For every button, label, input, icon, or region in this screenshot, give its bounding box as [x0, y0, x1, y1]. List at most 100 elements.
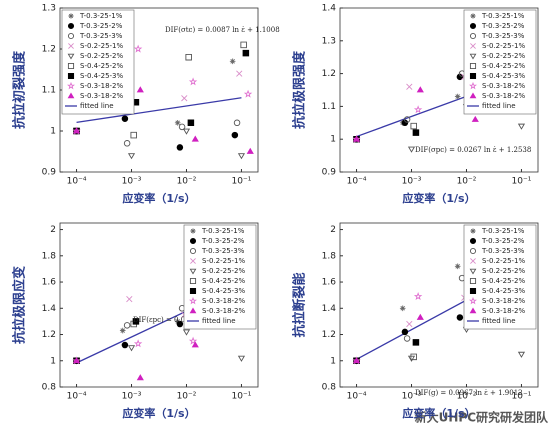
marker [401, 119, 409, 126]
x-tick-label: 10⁻³ [122, 392, 142, 402]
y-tick-label: 1.6 [322, 278, 337, 288]
marker [68, 13, 74, 19]
annotation: DIF(σtc) = 0.0087 ln ε̇ + 1.1008 [165, 26, 280, 34]
marker [67, 33, 75, 39]
y-tick-label: 1 [330, 356, 336, 366]
marker [406, 83, 413, 90]
marker [403, 335, 411, 342]
legend-label: S-0.2-25-1% [482, 42, 526, 50]
x-tick-label: 10⁻² [457, 177, 477, 187]
legend-box [463, 9, 537, 115]
marker [185, 53, 192, 61]
legend-label: S-0.2-25-1% [482, 257, 526, 265]
x-tick-label: 10⁻⁴ [347, 392, 367, 402]
marker [407, 146, 416, 153]
y-tick-label: 1.2 [322, 330, 336, 340]
marker [188, 77, 198, 86]
legend-label: T-0.3-25-2% [201, 237, 245, 245]
marker [352, 135, 361, 142]
marker [189, 307, 197, 314]
legend-label: S-0.2-25-2% [482, 52, 526, 60]
x-tick-label: 10⁻⁴ [347, 177, 367, 187]
marker [469, 53, 477, 60]
x-axis-label: 应变率（1/s） [402, 406, 475, 420]
x-tick-label: 10⁻¹ [232, 177, 252, 187]
x-axis-label: 应变率（1/s） [122, 406, 195, 420]
marker [233, 119, 241, 126]
marker [67, 23, 75, 29]
marker [412, 339, 420, 346]
legend-label: T-0.3-25-2% [79, 22, 123, 30]
marker [469, 248, 477, 254]
marker [401, 328, 409, 336]
y-tick-label: 1.4 [322, 4, 337, 14]
legend-label: T-0.3-25-1% [201, 227, 245, 235]
marker [469, 72, 477, 80]
y-tick-label: 1.1 [42, 86, 56, 96]
marker [67, 53, 75, 60]
x-tick-label: 10⁻¹ [512, 177, 532, 187]
legend-box [463, 224, 537, 330]
x-tick-label: 10⁻¹ [232, 392, 252, 402]
legend-label: T-0.3-25-1% [481, 227, 525, 235]
marker [410, 353, 417, 361]
marker [67, 72, 75, 80]
marker [121, 341, 129, 349]
y-tick-label: 0.9 [322, 168, 337, 178]
marker [72, 357, 81, 364]
legend-label: S-0.4-25-2% [80, 62, 124, 70]
marker [126, 295, 133, 303]
marker [406, 320, 413, 328]
marker [67, 81, 75, 90]
marker [469, 296, 477, 305]
marker [130, 131, 137, 139]
legend-label: S-0.3-18-2% [482, 82, 526, 90]
x-tick-label: 10⁻³ [402, 177, 422, 187]
legend-label: S-0.2-25-2% [482, 267, 526, 275]
marker [182, 128, 191, 135]
watermark: 新大UHPC研究研发团队 [415, 410, 549, 425]
x-tick-label: 10⁻¹ [512, 392, 532, 402]
y-tick-label: 1.4 [322, 304, 337, 314]
marker [416, 86, 424, 93]
legend-label: S-0.4-25-2% [482, 62, 526, 70]
marker [191, 135, 199, 142]
marker [240, 41, 247, 49]
fitted-line [76, 97, 242, 124]
y-tick-label: 1 [330, 135, 336, 145]
marker [132, 318, 140, 325]
subplot: 0.8 1 1.2 1.4 1.6 1.8 2 10⁻⁴ 10⁻³ 10⁻² 10⁻¹ 应变率（1/s… [12, 222, 259, 420]
marker [190, 228, 196, 234]
y-tick-label: 1.8 [42, 251, 57, 261]
marker [229, 58, 236, 65]
marker [236, 70, 243, 77]
y-axis-label: 抗拉极限强度 [292, 50, 308, 129]
x-tick-label: 10⁻² [177, 392, 197, 402]
y-tick-label: 2 [50, 225, 56, 235]
legend-label: S-0.4-25-2% [482, 277, 526, 285]
legend-label: S-0.4-25-3% [80, 72, 124, 80]
annotation: DIF(σpc) = 0.0267 ln ε̇ + 1.2538 [415, 146, 531, 154]
marker [127, 345, 136, 352]
legend-label: S-0.2-25-2% [80, 52, 124, 60]
marker [403, 116, 411, 123]
legend-label: S-0.4-25-2% [202, 277, 246, 285]
legend-label: T-0.3-25-3% [481, 247, 525, 255]
legend-label: S-0.4-25-3% [482, 287, 526, 295]
marker [189, 248, 197, 254]
y-axis-label: 抗拉初裂强度 [12, 50, 28, 129]
marker [189, 296, 197, 305]
marker [181, 95, 188, 102]
marker [469, 92, 477, 99]
marker [471, 115, 479, 122]
x-tick-label: 10⁻³ [402, 392, 422, 402]
y-tick-label: 1.4 [42, 304, 57, 314]
subplot: 0.9 1 1.1 1.2 1.3 10⁻⁴ 10⁻³ 10⁻² 10⁻¹ 应变率（1/s） 抗拉初… [12, 4, 280, 206]
marker [121, 115, 129, 122]
annotation: DIF(g) = 0.0967 ln ε̇ + 1.9012 [415, 389, 523, 397]
marker [469, 268, 477, 275]
y-tick-label: 0.9 [42, 168, 57, 178]
legend-label: S-0.3-18-2% [202, 297, 246, 305]
legend-label: S-0.3-18-2% [482, 297, 526, 305]
